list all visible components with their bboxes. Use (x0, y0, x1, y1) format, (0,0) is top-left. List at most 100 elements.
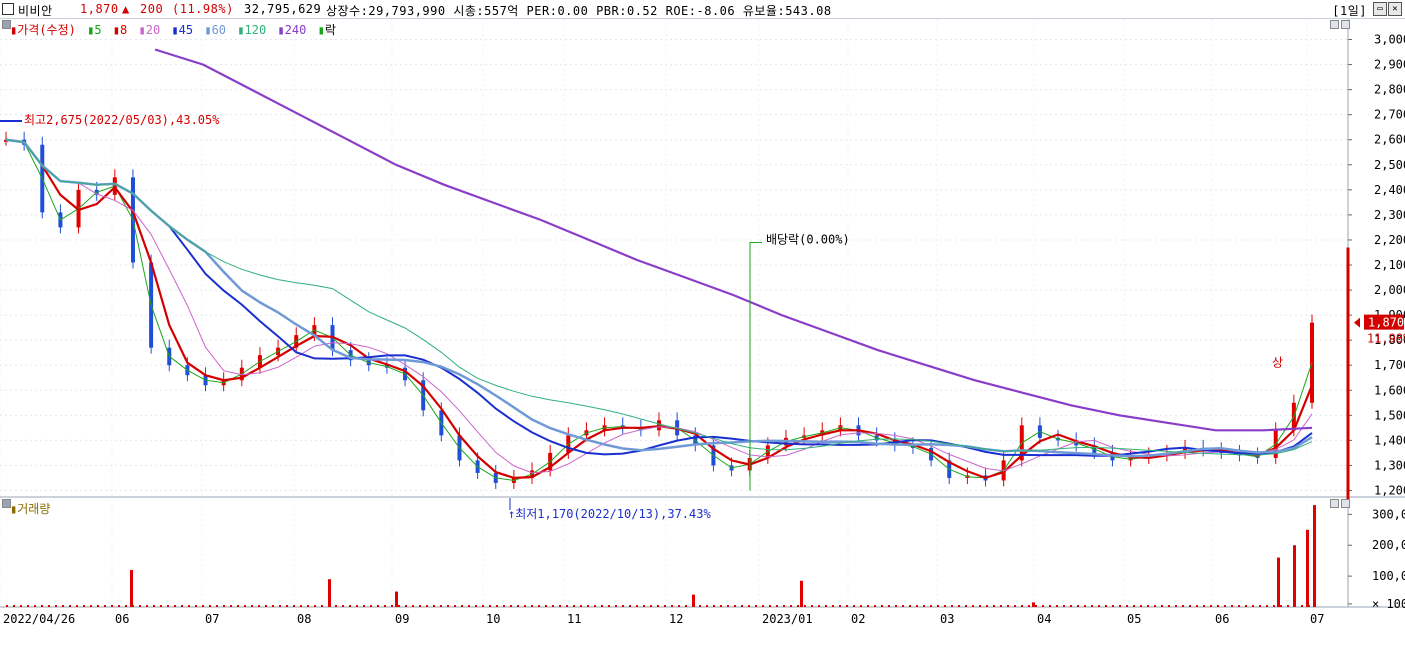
volume-pane-close-icon[interactable] (1341, 499, 1350, 508)
price-pane-minimize-icon[interactable] (1330, 20, 1339, 29)
volume-bar (916, 605, 918, 607)
volume-bar (76, 605, 78, 607)
volume-bar (776, 605, 778, 607)
volume-bar (503, 605, 505, 607)
volume-bar (748, 605, 750, 607)
volume-bar (986, 605, 988, 607)
price-axis-label: 2,800 (1374, 83, 1405, 97)
volume-bar (356, 605, 358, 607)
volume-bar (594, 605, 596, 607)
ma8-line (5, 138, 1314, 480)
volume-bar (769, 605, 771, 607)
volume-bar (188, 605, 190, 607)
time-axis-label: 11 (567, 612, 581, 626)
ma120-line (5, 139, 1313, 456)
volume-pane-minimize-icon[interactable] (1330, 499, 1339, 508)
volume-bar (790, 605, 792, 607)
time-axis-label: 07 (205, 612, 219, 626)
legend-ma20: ▮20 (138, 23, 161, 37)
price-pane-close-icon[interactable] (1341, 20, 1350, 29)
current-price-tag-pct: 11.98% (1367, 332, 1405, 346)
volume-bar (48, 605, 50, 607)
volume-bar (552, 605, 554, 607)
volume-bar (62, 605, 64, 607)
volume-bar (286, 605, 288, 607)
time-axis-label: 02 (851, 612, 865, 626)
volume-bar (846, 605, 848, 607)
volume-bar (1308, 605, 1310, 607)
volume-bar (489, 605, 491, 607)
volume-bar (482, 605, 484, 607)
time-axis-label: 06 (115, 612, 129, 626)
volume-bar (335, 605, 337, 607)
volume-bar (153, 605, 155, 607)
volume-bar (692, 605, 694, 607)
time-axis-label: 03 (940, 612, 954, 626)
volume-bar (538, 605, 540, 607)
volume-bar (307, 605, 309, 607)
volume-bar (1217, 605, 1219, 607)
volume-bar (1196, 605, 1198, 607)
volume-bar (1021, 605, 1023, 607)
volume-bar (279, 605, 281, 607)
volume-bar (314, 605, 316, 607)
volume-bar (349, 605, 351, 607)
volume-bar (237, 605, 239, 607)
volume-bar (1147, 605, 1149, 607)
volume-bar (1231, 605, 1233, 607)
volume-bar (1245, 605, 1247, 607)
volume-bar (13, 605, 15, 607)
maximize-icon[interactable]: ▭ (1373, 2, 1387, 16)
volume-bar (139, 605, 141, 607)
volume-bar (130, 569, 133, 607)
volume-bar (1280, 605, 1282, 607)
volume-handle-icon[interactable] (2, 499, 11, 508)
stock-name: 비비안 (18, 4, 53, 18)
volume-bar (209, 605, 211, 607)
volume-axis-label: 200,000 (1372, 538, 1405, 552)
stock-chart[interactable]: 3,000 2,900 2,800 2,700 2,600 2,500 2,400 2,300… (0, 19, 1405, 648)
volume-bar (650, 605, 652, 607)
volume-legend: ▮거래량 (10, 502, 51, 516)
volume-bar (930, 605, 932, 607)
time-axis-label: 05 (1127, 612, 1141, 626)
legend-ma240: ▮240 (277, 23, 307, 37)
dividend-marker (749, 241, 762, 491)
volume-bar (1014, 605, 1016, 607)
volume-bar (440, 605, 442, 607)
volume-bar (342, 605, 344, 607)
pane-handle-icon[interactable] (2, 20, 11, 29)
volume-bar (391, 605, 393, 607)
volume-bar (1224, 605, 1226, 607)
price-axis-label: 2,000 (1374, 283, 1405, 297)
volume-bar (797, 605, 799, 607)
volume-bar (741, 605, 743, 607)
volume-bar (1140, 605, 1142, 607)
volume-bar (692, 594, 695, 607)
select-checkbox[interactable] (2, 3, 14, 15)
volume-bar (902, 605, 904, 607)
volume-bar (993, 605, 995, 607)
volume-bar (461, 605, 463, 607)
volume-bar (958, 605, 960, 607)
volume-bar (1077, 605, 1079, 607)
volume-bar (1133, 605, 1135, 607)
volume-bar (895, 605, 897, 607)
volume-bar (384, 605, 386, 607)
volume-bar (1293, 545, 1296, 607)
close-icon[interactable]: ✕ (1388, 2, 1402, 16)
price-change: 200 (140, 2, 164, 16)
volume-bar (853, 605, 855, 607)
volume-bar (713, 605, 715, 607)
timeframe-selector[interactable]: [1일] (1332, 4, 1367, 18)
volume-bar (69, 605, 71, 607)
volume-bar (454, 605, 456, 607)
volume-bar (800, 580, 803, 607)
volume-bar (587, 605, 589, 607)
volume-bar (1056, 605, 1058, 607)
price-axis-label: 1,800 (1374, 333, 1405, 347)
volume-bar (1035, 605, 1037, 607)
time-axis-label: 2022/04/26 (3, 612, 75, 626)
time-axis-label: 2023/01 (762, 612, 813, 626)
volume-bar (216, 605, 218, 607)
